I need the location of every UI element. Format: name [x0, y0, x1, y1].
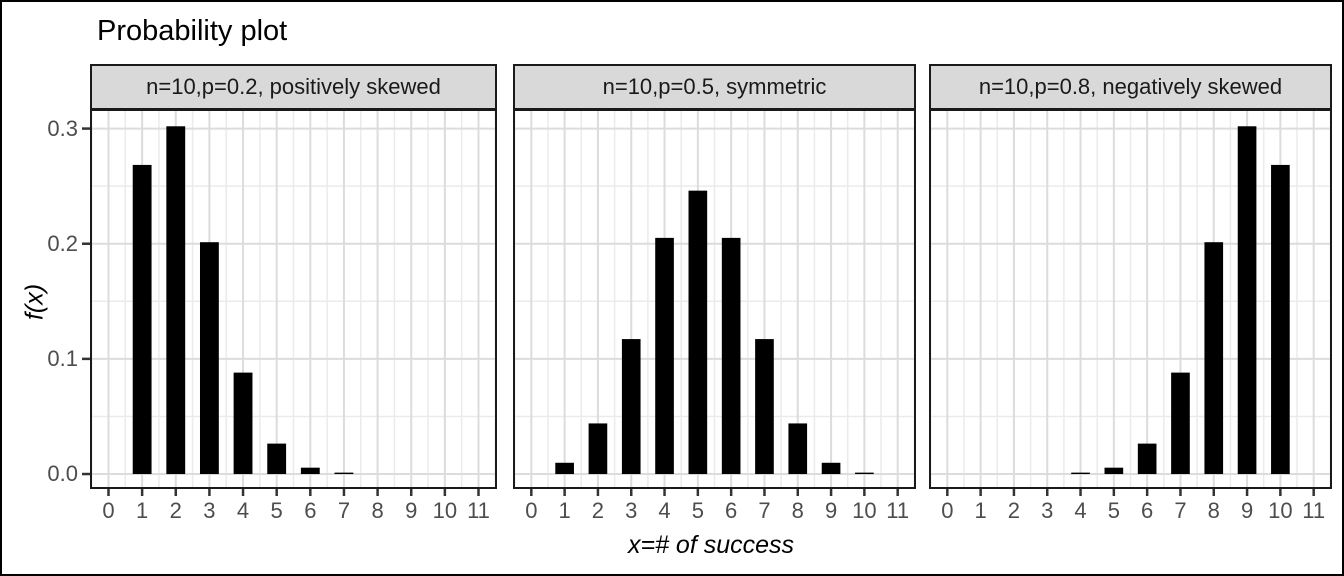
bar: [1104, 467, 1124, 475]
x-tick-label: 3: [203, 498, 216, 523]
x-tick-label: 8: [1207, 498, 1220, 523]
facet-strip-label: n=10,p=0.2, positively skewed: [146, 74, 441, 99]
bar: [721, 237, 741, 475]
x-tick-label: 10: [852, 498, 877, 523]
facet-strip-label: n=10,p=0.5, symmetric: [602, 74, 827, 99]
x-tick-label: 0: [102, 498, 115, 523]
y-tick-label: 0.1: [47, 345, 78, 371]
x-tick-label: 1: [974, 498, 987, 523]
facet-strip-p05: n=10,p=0.5, symmetric: [513, 64, 916, 110]
x-tick-label: 4: [1074, 498, 1087, 523]
facet-strip-p02: n=10,p=0.2, positively skewed: [90, 64, 497, 110]
x-tick-label: 9: [1240, 498, 1254, 523]
bar: [1237, 126, 1257, 475]
facet-strip-label: n=10,p=0.8, negatively skewed: [978, 74, 1283, 99]
plot-title: Probability plot: [97, 15, 288, 47]
x-tick-label: 5: [691, 498, 704, 523]
x-tick-label: 2: [1007, 498, 1021, 523]
panel-border: [929, 109, 1332, 489]
x-tick-label: 11: [886, 498, 910, 523]
panel-border: [513, 109, 916, 489]
bar: [1071, 472, 1090, 475]
x-tick-label: 2: [169, 498, 182, 523]
x-tick-label: 8: [371, 498, 384, 523]
x-tick-label: 6: [304, 498, 317, 523]
x-tick-label: 4: [236, 498, 250, 523]
x-tick-label: 3: [1041, 498, 1054, 523]
x-tick-label: 5: [1107, 498, 1120, 523]
x-tick-label: 6: [725, 498, 738, 523]
x-tick-label: 8: [791, 498, 804, 523]
bar: [166, 126, 186, 475]
bar: [199, 242, 219, 475]
x-tick-label: 3: [625, 498, 638, 523]
x-tick-label: 7: [758, 498, 771, 523]
x-tick-label: 10: [432, 498, 458, 523]
x-tick-label: 7: [337, 498, 351, 523]
bar: [855, 472, 874, 475]
y-tick-label: 0.0: [47, 461, 78, 487]
x-tick-label: 7: [1174, 498, 1187, 523]
x-tick-label: 11: [1302, 498, 1326, 523]
bar: [755, 339, 774, 475]
x-tick-label: 11: [467, 498, 490, 523]
x-tick-label: 1: [136, 498, 149, 523]
x-tick-label: 9: [824, 498, 838, 523]
bar: [588, 423, 608, 475]
bar: [233, 372, 253, 475]
bar: [267, 443, 287, 475]
y-axis-title: f(x): [20, 283, 49, 321]
x-tick-label: 0: [525, 498, 538, 523]
x-tick-label: 9: [405, 498, 418, 523]
x-tick-label: 2: [591, 498, 605, 523]
bar: [821, 462, 841, 475]
bar: [132, 164, 152, 475]
x-tick-label: 0: [941, 498, 954, 523]
bar: [1271, 164, 1290, 475]
x-tick-label: 4: [658, 498, 671, 523]
bar: [788, 423, 808, 475]
x-tick-label: 10: [1268, 498, 1293, 523]
x-axis-title: x=# of success: [627, 531, 795, 559]
x-tick-label: 5: [270, 498, 283, 523]
y-tick-label: 0.2: [47, 230, 78, 256]
bar: [1171, 372, 1190, 475]
x-tick-label: 6: [1141, 498, 1154, 523]
bar: [655, 237, 674, 475]
bar: [1137, 443, 1157, 475]
bar: [621, 339, 641, 475]
bar: [300, 467, 320, 475]
panel-border: [90, 109, 497, 489]
x-tick-label: 1: [558, 498, 571, 523]
bar: [1204, 242, 1224, 475]
y-tick-label: 0.3: [47, 115, 78, 141]
bar: [334, 472, 354, 475]
bar: [555, 462, 574, 475]
bar: [688, 190, 708, 475]
